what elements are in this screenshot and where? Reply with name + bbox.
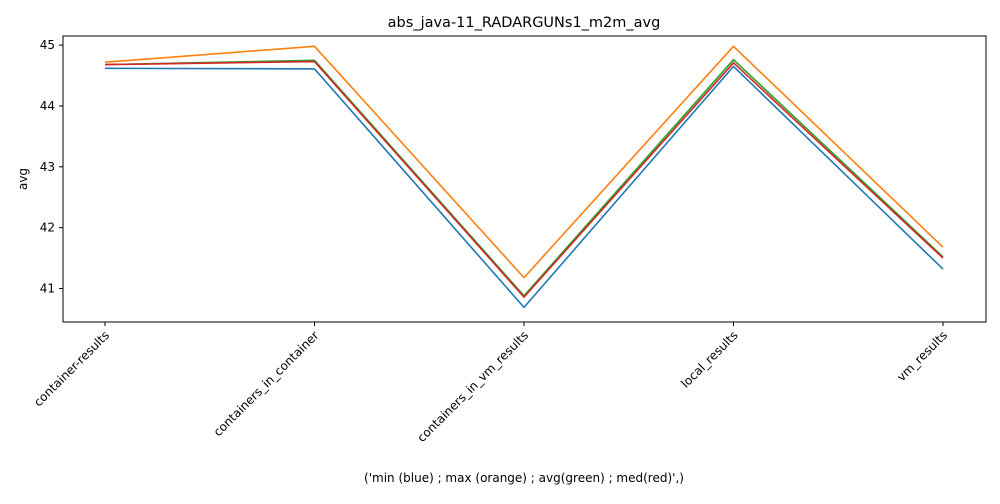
x-tick-label: vm_results <box>894 328 950 384</box>
y-tick-label: 45 <box>40 38 55 52</box>
series-line-0 <box>104 65 944 309</box>
y-tick-label: 44 <box>40 99 55 113</box>
x-tick-label: containers_in_container <box>211 328 322 439</box>
plot-frame <box>62 35 987 323</box>
series-line-1 <box>104 45 944 279</box>
x-axis-label: ('min (blue) ; max (orange) ; avg(green)… <box>364 471 684 485</box>
series-line-2 <box>104 58 944 297</box>
series-lines <box>104 45 944 309</box>
series-line-3 <box>104 60 944 298</box>
x-axis-ticks: container-results containers_in_container… <box>31 322 950 445</box>
x-tick-label: containers_in_vm_results <box>414 328 531 445</box>
x-tick-label: container-results <box>31 328 112 409</box>
y-axis-label: avg <box>16 168 30 190</box>
chart-title: abs_java-11_RADARGUNs1_m2m_avg <box>388 15 661 31</box>
y-tick-label: 43 <box>40 160 55 174</box>
y-axis-ticks: 41 42 43 44 45 <box>40 38 63 296</box>
y-tick-label: 42 <box>40 221 55 235</box>
x-tick-label: local_results <box>678 328 740 390</box>
y-tick-label: 41 <box>40 282 55 296</box>
